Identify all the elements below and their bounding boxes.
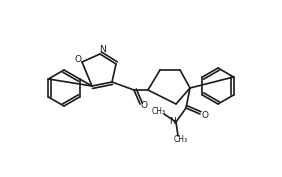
Text: O: O [140,101,147,110]
Text: N: N [99,44,105,53]
Text: CH₃: CH₃ [174,136,188,144]
Text: O: O [74,56,81,64]
Text: N: N [170,118,176,127]
Text: O: O [202,112,208,121]
Text: CH₃: CH₃ [152,107,166,116]
